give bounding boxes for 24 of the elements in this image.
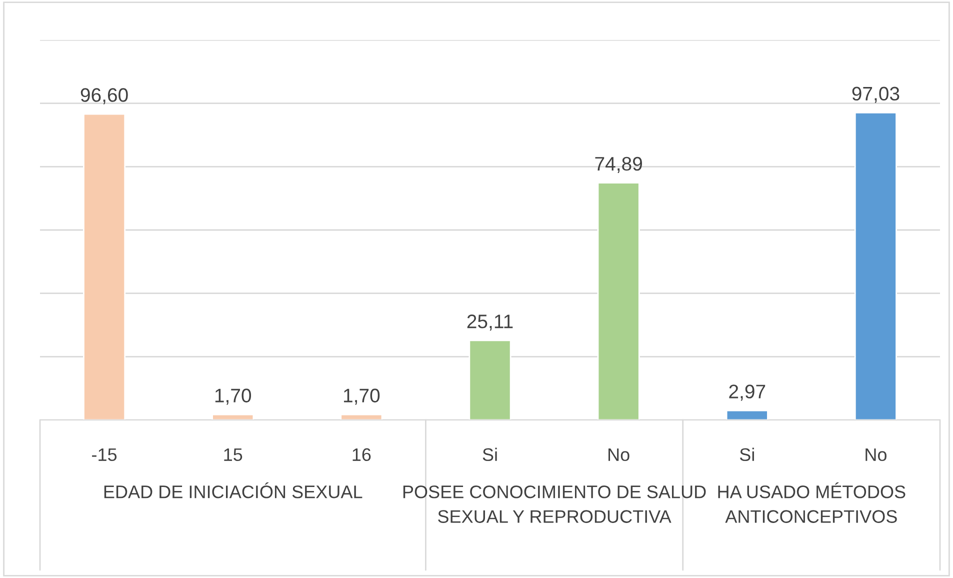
data-label: 97,03: [852, 86, 900, 103]
x-tick-label: No: [608, 448, 630, 462]
text: EDAD DE INICIACIÓN SEXUAL: [104, 482, 362, 498]
x-tick-label: -15: [92, 448, 117, 462]
bar: [83, 113, 126, 420]
x-tick-label: No: [866, 448, 886, 462]
data-label: 96,60: [80, 88, 128, 104]
x-tick-label: 16: [352, 448, 371, 462]
data-label: 74,89: [595, 156, 642, 173]
data-label: 2,97: [729, 384, 766, 401]
bar: [468, 340, 512, 420]
x-tick-label: Si: [740, 448, 754, 462]
bar: [212, 414, 254, 420]
data-label: 1,70: [344, 388, 380, 405]
bar: [726, 410, 768, 420]
x-tick-label: 15: [224, 448, 242, 462]
data-label: 25,11: [467, 314, 513, 331]
text: HA USADO MÉTODOS ANTICONCEPTIVOS: [718, 482, 906, 523]
data-label: 1,70: [215, 388, 252, 405]
text: POSEE CONOCIMIENTO DE SALUD SEXUAL Y REPRODUCTIVA: [403, 485, 706, 523]
bar: [597, 182, 640, 420]
bar: [340, 414, 383, 420]
bar: [854, 112, 897, 420]
x-tick-label: Si: [482, 448, 497, 462]
